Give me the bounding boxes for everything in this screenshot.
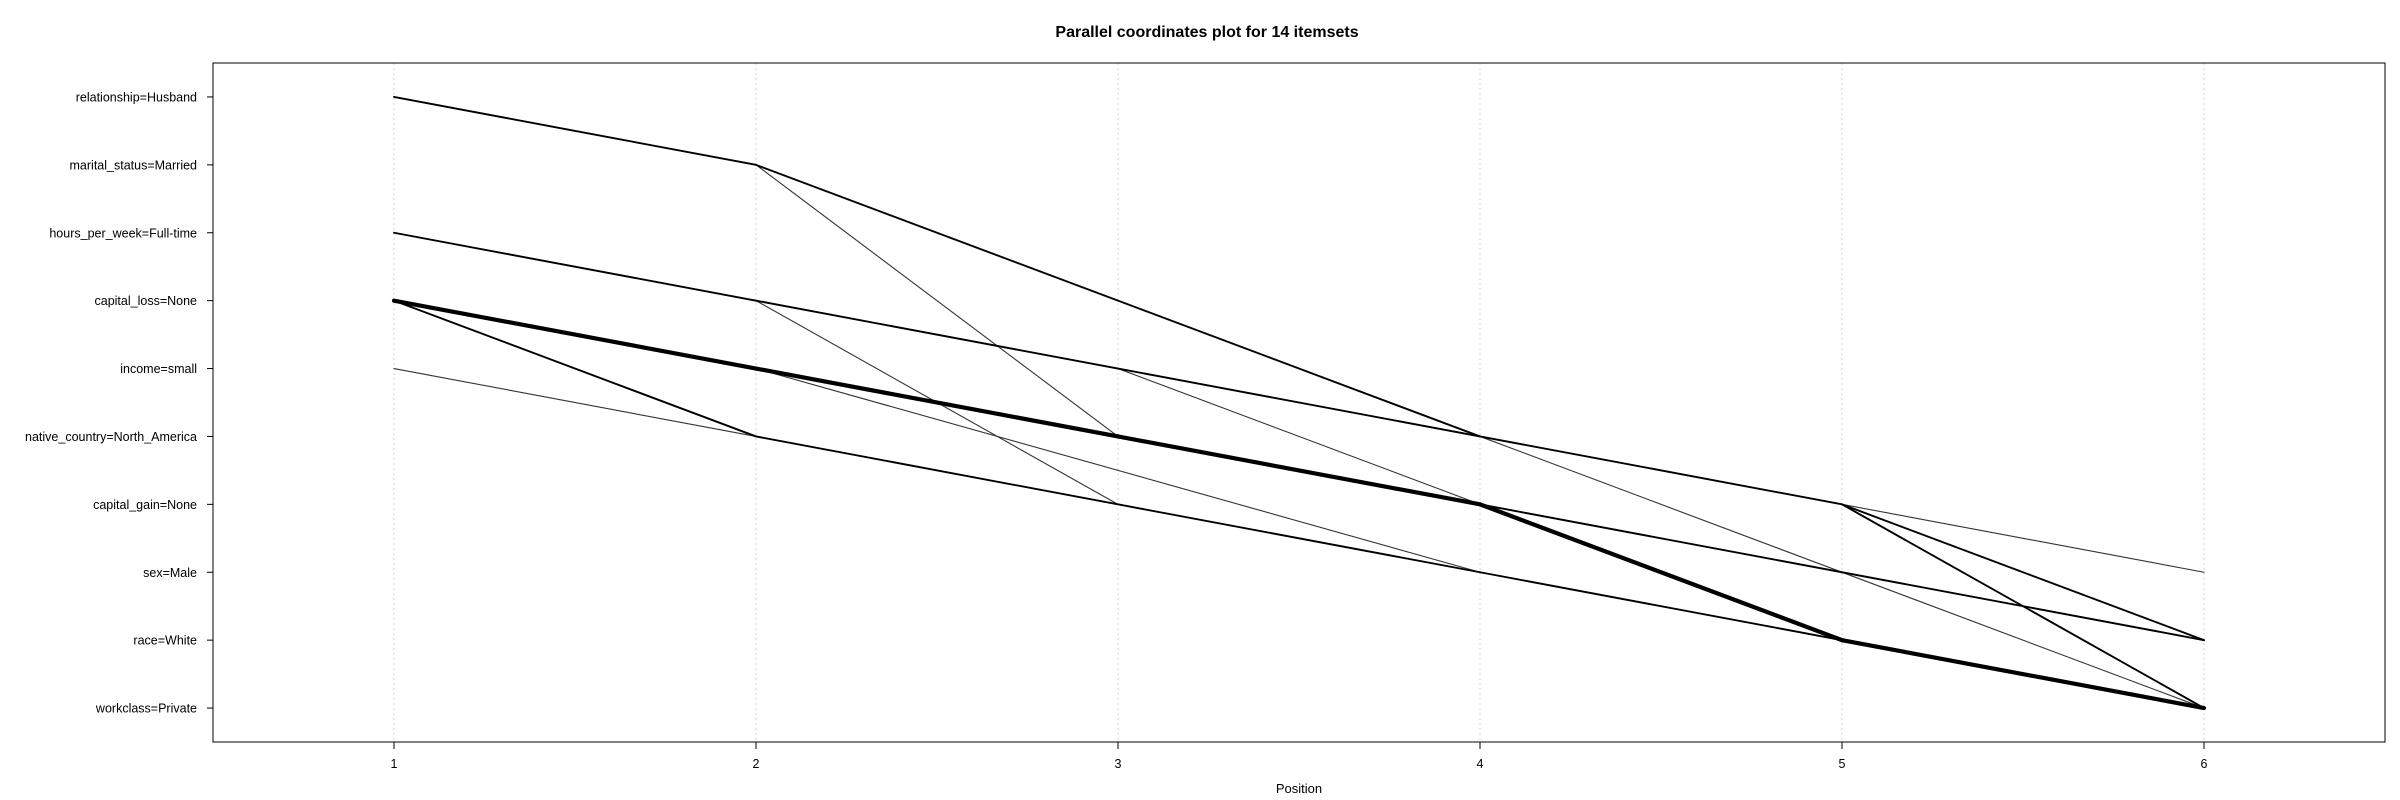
y-tick-label: sex=Male [143,566,197,580]
itemset-segment [755,367,1481,573]
itemset-segment [1479,503,2205,642]
itemset-segment [1117,367,1843,506]
itemset-segment [755,299,1119,370]
itemset-segment [1841,503,2205,642]
y-axis: workclass=Private race=White sex=Male capit… [25,90,213,716]
itemset-lines [391,95,2207,711]
itemset-segment [393,231,757,302]
y-tick-label: relationship=Husband [76,90,197,104]
y-tick-label: capital_gain=None [93,498,197,512]
y-tick-label: marital_status=Married [70,158,198,172]
plot-frame [212,62,2386,743]
itemset-segment [755,164,1119,438]
x-axis-label: Position [1276,781,1322,796]
itemset-segment [1115,434,1483,507]
y-tick-label: race=White [133,634,197,648]
y-tick-label: capital_loss=None [95,294,198,308]
itemset-segment [393,95,757,166]
y-tick-label: native_country=North_America [25,430,197,444]
itemset-segment [1841,503,2205,573]
itemset-segment [753,366,1121,439]
itemset-segment [393,299,757,438]
y-tick-label: hours_per_week=Full-time [49,226,197,240]
x-tick-label-4: 4 [1477,757,1484,771]
itemset-segment [755,163,1481,438]
itemset-segment [1839,638,2207,711]
itemset-segment [1477,502,1845,643]
x-tick-label-6: 6 [2201,757,2208,771]
x-tick-label-5: 5 [1839,757,1846,771]
x-tick-label-1: 1 [391,757,398,771]
x-axis: 1 2 3 4 5 6 [391,742,2208,771]
chart-title: Parallel coordinates plot for 14 itemset… [1055,24,1358,41]
itemset-segment [1479,571,1843,642]
itemset-segment [1841,503,2205,709]
itemset-segment [391,298,759,371]
itemset-segment [393,367,757,438]
x-tick-label-3: 3 [1115,757,1122,771]
itemset-segment [755,435,1481,574]
grid-lines [393,63,2205,742]
x-tick-label-2: 2 [753,757,760,771]
y-tick-label: income=small [120,362,197,376]
y-tick-label: workclass=Private [95,702,197,716]
